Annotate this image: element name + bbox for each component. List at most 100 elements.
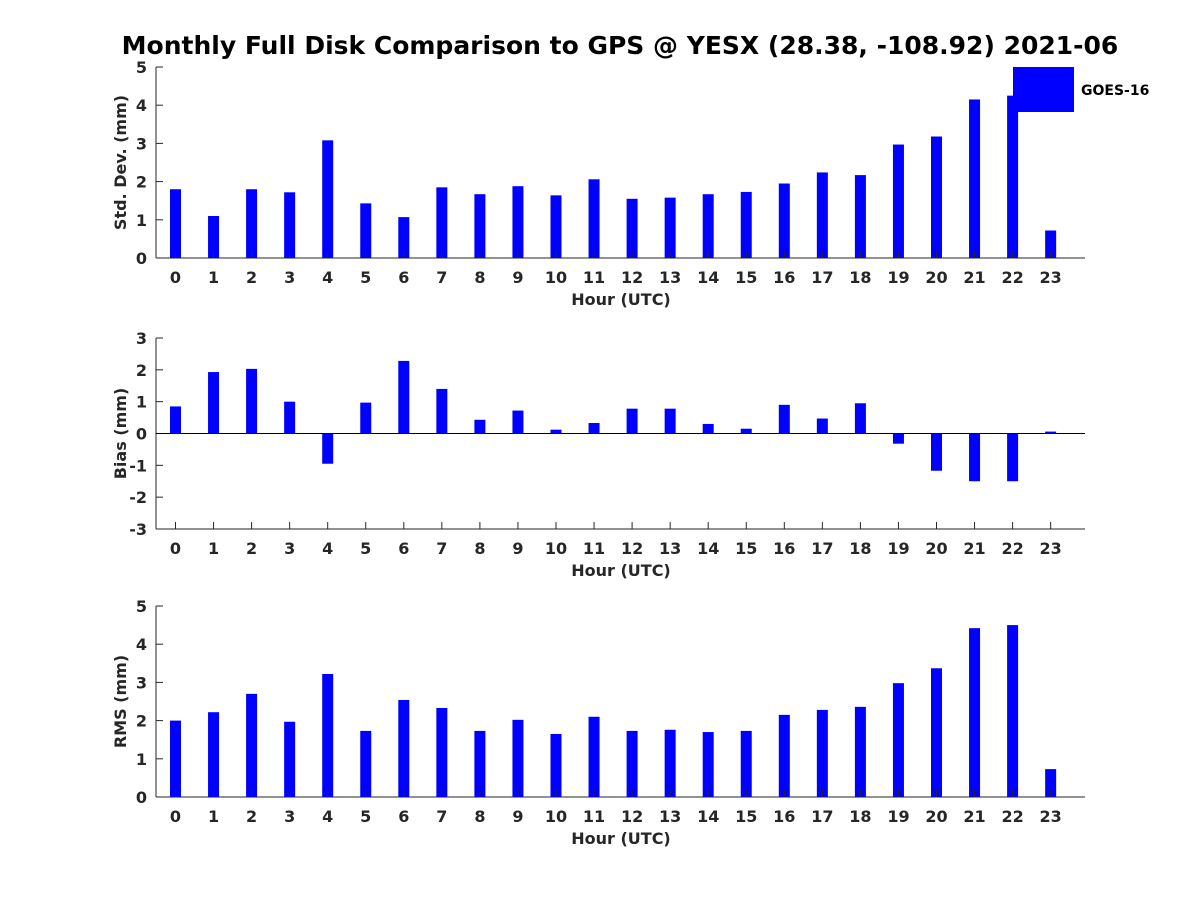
panel-1-xtick-label: 2 <box>246 268 257 287</box>
panel-3-bar-hour-11 <box>588 716 600 797</box>
panel-3-bar-hour-15 <box>740 730 752 797</box>
panel-2-ytick-label: 1 <box>136 393 147 412</box>
panel-3-bar-hour-14 <box>702 732 714 797</box>
panel-3-xtick-label: 10 <box>545 807 567 826</box>
panel-3-bar-hour-22 <box>1007 625 1019 797</box>
panel-1-ytick-label: 5 <box>136 58 147 77</box>
panel-3-ytick-label: 0 <box>136 788 147 807</box>
panel-1-xtick-label: 7 <box>436 268 447 287</box>
panel-1-xtick-label: 23 <box>1040 268 1062 287</box>
panel-2-bar-hour-6 <box>398 360 410 434</box>
panel-2-xtick-label: 22 <box>1001 539 1023 558</box>
panel-2-xtick-label: 11 <box>583 539 605 558</box>
panel-2-y-axis-label: Bias (mm) <box>111 388 130 480</box>
panel-2-bar-hour-23 <box>1045 431 1057 434</box>
figure-title: Monthly Full Disk Comparison to GPS @ YE… <box>122 31 1119 60</box>
panel-2-xtick-label: 0 <box>170 539 181 558</box>
panel-2-bar-hour-10 <box>550 429 562 434</box>
panel-1-bar-hour-7 <box>436 187 448 258</box>
panel-2-xtick-label: 16 <box>773 539 795 558</box>
panel-1-bar-hour-14 <box>702 194 714 258</box>
panel-2-ytick-label: 2 <box>136 361 147 380</box>
panel-3-bar-hour-13 <box>664 729 676 797</box>
panel-1-xtick-label: 4 <box>322 268 333 287</box>
panel-1-ytick-label: 2 <box>136 173 147 192</box>
panel-2-bar-hour-20 <box>931 433 942 471</box>
panel-2-xtick-label: 1 <box>208 539 219 558</box>
panel-3-xtick-label: 8 <box>474 807 485 826</box>
panel-3-xtick-label: 23 <box>1040 807 1062 826</box>
panel-3-xtick-label: 3 <box>284 807 295 826</box>
panel-3-bar-hour-12 <box>626 730 638 797</box>
panel-1-bar-hour-1 <box>208 215 220 258</box>
panel-2-ytick-label: -1 <box>129 456 147 475</box>
panel-3-bar-hour-8 <box>474 730 486 797</box>
panel-3-xtick-label: 2 <box>246 807 257 826</box>
panel-3-xtick-label: 21 <box>963 807 985 826</box>
panel-1-bar-hour-21 <box>969 99 981 258</box>
panel-3-xtick-label: 16 <box>773 807 795 826</box>
panel-1-xtick-label: 17 <box>811 268 833 287</box>
panel-1-bar-hour-15 <box>740 191 752 258</box>
panel-1-xtick-label: 22 <box>1001 268 1023 287</box>
panel-1-xtick-label: 21 <box>963 268 985 287</box>
panel-2-xtick-label: 3 <box>284 539 295 558</box>
panel-3-xtick-label: 19 <box>887 807 909 826</box>
panel-2-xtick-label: 6 <box>398 539 409 558</box>
panel-1-xtick-label: 6 <box>398 268 409 287</box>
panel-3-xtick-label: 13 <box>659 807 681 826</box>
panel-1-xtick-label: 13 <box>659 268 681 287</box>
panel-2-bar-hour-21 <box>969 433 981 482</box>
panel-3-xtick-label: 5 <box>360 807 371 826</box>
panel-3-bar-hour-23 <box>1045 769 1057 797</box>
panel-1-xtick-label: 0 <box>170 268 181 287</box>
panel-3-xtick-label: 14 <box>697 807 719 826</box>
panel-3-bar-hour-2 <box>246 693 258 797</box>
panel-1-bar-hour-23 <box>1045 230 1057 258</box>
panel-2-xtick-label: 18 <box>849 539 871 558</box>
panel-3-bar-hour-3 <box>284 721 296 797</box>
panel-3-xtick-label: 15 <box>735 807 757 826</box>
panel-3-bar-hour-4 <box>322 673 334 797</box>
panel-3-bar-hour-7 <box>436 707 448 797</box>
panel-3-xtick-label: 17 <box>811 807 833 826</box>
panel-1-xtick-label: 9 <box>512 268 523 287</box>
panel-1-xtick-label: 15 <box>735 268 757 287</box>
panel-2-xtick-label: 19 <box>887 539 909 558</box>
panel-3-bar-hour-18 <box>854 706 866 797</box>
panel-3-xtick-label: 0 <box>170 807 181 826</box>
panel-2-xtick-label: 15 <box>735 539 757 558</box>
panel-1-bar-hour-8 <box>474 194 486 258</box>
panel-2-bar-hour-4 <box>322 433 334 464</box>
panel-2-bar-hour-8 <box>474 419 486 434</box>
panel-1-xtick-label: 20 <box>925 268 947 287</box>
panel-1-ytick-label: 4 <box>136 96 147 115</box>
panel-2-xtick-label: 4 <box>322 539 333 558</box>
panel-2-xtick-label: 7 <box>436 539 447 558</box>
panel-1-xtick-label: 14 <box>697 268 719 287</box>
panel-2-bar-hour-0 <box>170 406 181 434</box>
panel-2-bar-hour-1 <box>208 372 220 434</box>
panel-2-xtick-label: 10 <box>545 539 567 558</box>
panel-3-ytick-label: 3 <box>136 673 147 692</box>
panel-1-ytick-label: 1 <box>136 211 147 230</box>
panel-1-bar-hour-9 <box>512 186 524 258</box>
panel-3-bar-hour-1 <box>208 712 220 797</box>
panel-2-xtick-label: 23 <box>1040 539 1062 558</box>
panel-1-bar-hour-4 <box>322 140 334 258</box>
panel-2-ytick-label: -3 <box>129 520 147 539</box>
panel-2-xtick-label: 8 <box>474 539 485 558</box>
panel-3-xtick-label: 12 <box>621 807 643 826</box>
panel-2-x-axis-label: Hour (UTC) <box>571 561 671 580</box>
panel-1-xtick-label: 5 <box>360 268 371 287</box>
panel-3-bar-hour-21 <box>969 628 981 797</box>
panel-1-xtick-label: 1 <box>208 268 219 287</box>
panel-2-bar-hour-19 <box>892 433 904 444</box>
panel-3-bar-hour-9 <box>512 719 524 797</box>
panel-3-bar-hour-16 <box>778 714 790 797</box>
panel-3-ytick-label: 1 <box>136 750 147 769</box>
